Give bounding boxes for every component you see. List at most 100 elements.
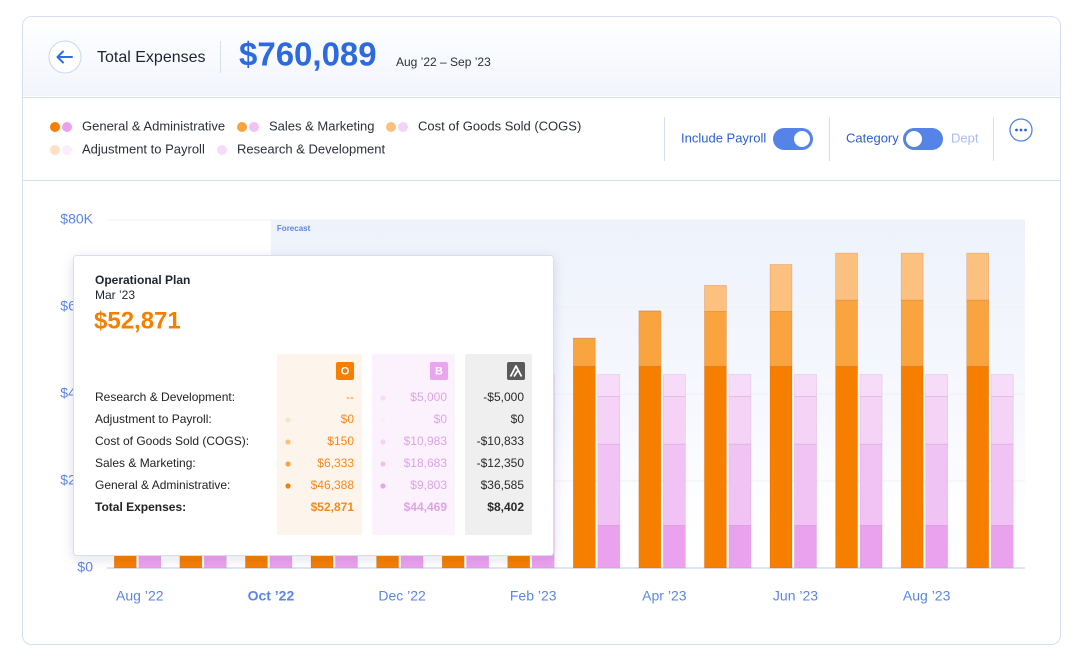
legend-swatch bbox=[62, 122, 72, 132]
operational-bar-segment bbox=[900, 299, 924, 367]
row-dot bbox=[380, 461, 386, 467]
budget-bar-segment bbox=[794, 396, 817, 445]
budget-bar-segment bbox=[990, 374, 1014, 397]
operational-bar-segment bbox=[704, 311, 727, 367]
forecast-label: Forecast bbox=[277, 224, 311, 233]
budget-bar-segment bbox=[663, 396, 686, 445]
legend-swatch bbox=[50, 145, 60, 155]
budget-bar-segment bbox=[597, 374, 621, 397]
budget-bar-segment bbox=[728, 396, 752, 445]
budget-bar-segment bbox=[728, 525, 752, 569]
operational-badge-label: O bbox=[341, 365, 350, 377]
budget-bar-segment bbox=[859, 443, 883, 526]
variance-icon bbox=[509, 365, 523, 377]
budget-bar-segment bbox=[597, 443, 621, 526]
x-tick-label: Oct ’22 bbox=[248, 588, 295, 604]
variance-value: $0 bbox=[511, 412, 525, 426]
budget-value: $5,000 bbox=[410, 390, 447, 404]
legend-swatch bbox=[398, 122, 408, 132]
period: Aug ’22 – Sep ’23 bbox=[396, 55, 491, 69]
back-button[interactable] bbox=[48, 40, 82, 74]
budget-badge-label: B bbox=[435, 365, 443, 377]
variance-badge bbox=[507, 362, 525, 380]
legend-swatch bbox=[386, 122, 396, 132]
legend-swatch bbox=[249, 122, 259, 132]
budget-bar-segment bbox=[925, 374, 948, 397]
operational-bar-segment bbox=[638, 310, 662, 312]
tooltip-title: Operational Plan bbox=[95, 273, 190, 287]
budget-bar-segment bbox=[663, 525, 686, 569]
include-payroll-toggle[interactable] bbox=[773, 128, 813, 150]
row-label: Adjustment to Payroll: bbox=[95, 412, 212, 426]
legend-swatch bbox=[237, 122, 247, 132]
row-label: General & Administrative: bbox=[95, 478, 230, 492]
budget-bar-segment bbox=[990, 525, 1014, 569]
x-tick-label: Feb ’23 bbox=[510, 588, 557, 604]
category-dept-toggle[interactable] bbox=[903, 128, 943, 150]
x-tick-label: Apr ’23 bbox=[642, 588, 687, 604]
y-tick-label: $0 bbox=[77, 559, 93, 575]
row-dot bbox=[380, 395, 386, 401]
operational-bar-segment bbox=[638, 311, 662, 367]
budget-bar-segment bbox=[663, 374, 686, 397]
budget-badge bbox=[430, 362, 448, 380]
budget-bar-segment bbox=[925, 396, 948, 445]
dept-label[interactable]: Dept bbox=[951, 130, 979, 145]
operational-bar-segment bbox=[769, 311, 793, 367]
category-label[interactable]: Category bbox=[846, 130, 899, 145]
operational-badge bbox=[336, 362, 354, 380]
x-tick-label: Dec ’22 bbox=[378, 588, 426, 604]
operational-bar-segment bbox=[769, 264, 793, 312]
budget-bar-segment bbox=[597, 396, 621, 445]
budget-bar-segment bbox=[859, 374, 883, 397]
budget-value: $10,983 bbox=[404, 434, 448, 448]
operational-column bbox=[277, 354, 362, 535]
row-dot bbox=[285, 439, 291, 445]
row-dot bbox=[380, 483, 386, 489]
budget-bar-segment bbox=[859, 525, 883, 569]
operational-value: $150 bbox=[327, 434, 354, 448]
operational-bar-segment bbox=[835, 365, 858, 569]
x-tick-label: Aug ’22 bbox=[116, 588, 164, 604]
operational-value: $46,388 bbox=[311, 478, 355, 492]
budget-bar-segment bbox=[794, 443, 817, 526]
row-dot bbox=[285, 417, 291, 423]
more-button[interactable] bbox=[1009, 118, 1033, 142]
include-payroll-label: Include Payroll bbox=[681, 130, 766, 145]
operational-value: -- bbox=[346, 390, 354, 404]
row-dot bbox=[380, 417, 386, 423]
tooltip-period: Mar ’23 bbox=[95, 288, 135, 302]
legend-label: General & Administrative bbox=[82, 118, 225, 133]
budget-bar-segment bbox=[990, 396, 1014, 445]
operational-bar-segment bbox=[572, 337, 596, 339]
operational-bar-segment bbox=[966, 299, 990, 367]
header-bg bbox=[23, 17, 1060, 96]
operational-bar-segment bbox=[835, 299, 858, 367]
operational-bar-segment bbox=[572, 365, 596, 569]
operational-value: $6,333 bbox=[317, 456, 354, 470]
budget-bar-segment bbox=[990, 443, 1014, 526]
y-tick-label: $80K bbox=[60, 211, 93, 227]
budget-bar-segment bbox=[728, 443, 752, 526]
x-tick-label: Aug ’23 bbox=[903, 588, 951, 604]
budget-bar-segment bbox=[597, 525, 621, 569]
budget-bar-segment bbox=[925, 525, 948, 569]
budget-bar-segment bbox=[663, 443, 686, 526]
operational-bar-segment bbox=[572, 338, 596, 367]
budget-bar-segment bbox=[925, 443, 948, 526]
operational-bar-segment bbox=[704, 365, 727, 569]
row-dot bbox=[380, 439, 386, 445]
legend-swatch bbox=[50, 122, 60, 132]
row-dot bbox=[285, 461, 291, 467]
operational-bar-segment bbox=[966, 365, 990, 569]
budget-bar-segment bbox=[859, 396, 883, 445]
variance-value: -$12,350 bbox=[477, 456, 525, 470]
operational-bar-segment bbox=[835, 252, 858, 301]
row-label: Sales & Marketing: bbox=[95, 456, 196, 470]
total-label: Total Expenses: bbox=[95, 500, 186, 514]
operational-bar-segment bbox=[966, 252, 990, 301]
budget-column bbox=[372, 354, 455, 535]
variance-value: -$5,000 bbox=[483, 390, 524, 404]
legend-label: Research & Development bbox=[237, 141, 386, 156]
